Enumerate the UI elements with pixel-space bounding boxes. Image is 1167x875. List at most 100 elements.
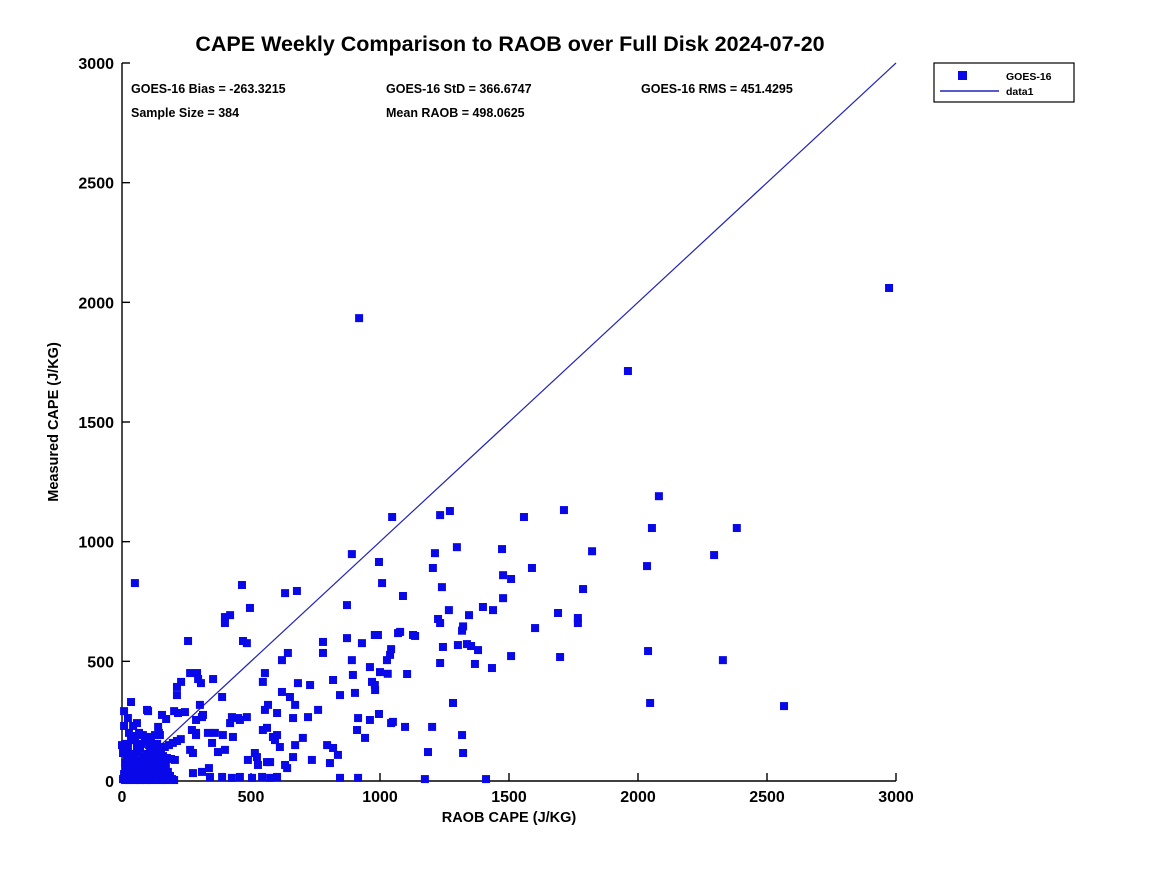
scatter-point — [122, 745, 131, 754]
scatter-point — [430, 549, 439, 558]
stat-std: GOES-16 StD = 366.6747 — [386, 82, 532, 96]
scatter-point — [388, 717, 397, 726]
scatter-point — [132, 719, 141, 728]
scatter-point — [647, 524, 656, 533]
scatter-point — [196, 679, 205, 688]
scatter-point — [262, 758, 271, 767]
scatter-point — [227, 773, 236, 782]
scatter-point — [507, 652, 516, 661]
y-tick-label: 0 — [105, 774, 114, 791]
scatter-point — [148, 743, 157, 752]
scatter-point — [588, 547, 597, 556]
scatter-point — [283, 764, 292, 773]
scatter-point — [387, 645, 396, 654]
scatter-point — [122, 754, 131, 763]
x-tick-label: 0 — [118, 789, 127, 806]
scatter-point — [132, 760, 141, 769]
scatter-point — [482, 775, 491, 784]
scatter-point — [304, 713, 313, 722]
scatter-point — [423, 748, 432, 757]
scatter-point — [487, 664, 496, 673]
scatter-point — [133, 765, 142, 774]
scatter-point — [253, 760, 262, 769]
scatter-point — [386, 650, 395, 659]
scatter-point — [458, 626, 467, 635]
scatter-point — [220, 619, 229, 628]
scatter-point — [531, 624, 540, 633]
scatter-point — [478, 603, 487, 612]
scatter-point — [154, 753, 163, 762]
scatter-point — [132, 743, 141, 752]
scatter-point — [281, 589, 290, 598]
scatter-point — [378, 579, 387, 588]
scatter-point — [527, 563, 536, 572]
scatter-point — [373, 631, 382, 640]
stat-sample-size: Sample Size = 384 — [131, 106, 239, 120]
scatter-point — [123, 714, 132, 723]
scatter-point — [124, 760, 133, 769]
scatter-point — [382, 656, 391, 665]
scatter-point — [489, 606, 498, 615]
scatter-point — [348, 670, 357, 679]
x-tick-label: 3000 — [878, 789, 914, 806]
y-tick-label: 2500 — [78, 176, 114, 193]
scatter-point — [654, 492, 663, 501]
scatter-point — [154, 722, 163, 731]
scatter-point — [148, 758, 157, 767]
scatter-point — [365, 663, 374, 672]
scatter-point — [559, 506, 568, 515]
scatter-point — [184, 636, 193, 645]
scatter-point — [146, 734, 155, 743]
scatter-point — [449, 698, 458, 707]
scatter-point — [499, 571, 508, 580]
legend-data1-label: data1 — [1006, 86, 1034, 98]
scatter-point — [368, 677, 377, 686]
scatter-point — [323, 741, 332, 750]
x-tick-label: 1000 — [362, 789, 398, 806]
scatter-point — [643, 562, 652, 571]
scatter-point — [403, 670, 412, 679]
scatter-point — [143, 749, 152, 758]
scatter-point — [436, 511, 445, 520]
scatter-point — [452, 543, 461, 552]
scatter-point — [159, 770, 168, 779]
scatter-point — [260, 669, 269, 678]
scatter-point — [371, 686, 380, 695]
scatter-point — [170, 776, 179, 785]
scatter-point — [250, 748, 259, 757]
data1-line — [121, 62, 897, 782]
scatter-point — [248, 773, 257, 782]
scatter-point — [218, 731, 227, 740]
scatter-point — [140, 759, 149, 768]
scatter-point — [646, 698, 655, 707]
scatter-point — [507, 575, 516, 584]
scatter-point — [388, 513, 397, 522]
scatter-point — [376, 668, 384, 677]
scatter-point — [347, 656, 356, 665]
scatter-point — [289, 753, 298, 762]
scatter-point — [519, 513, 528, 522]
scatter-point — [235, 772, 244, 781]
scatter-point — [325, 759, 334, 768]
scatter-point — [120, 707, 129, 716]
scatter-point — [292, 586, 301, 595]
scatter-point — [437, 583, 446, 592]
scatter-point — [162, 715, 171, 724]
stat-bias: GOES-16 Bias = -263.3215 — [131, 82, 286, 96]
scatter-point — [885, 283, 894, 292]
scatter-point — [163, 767, 172, 776]
scatter-point — [718, 656, 727, 665]
scatter-point — [204, 764, 213, 773]
scatter-point — [342, 601, 351, 610]
scatter-point — [444, 606, 453, 615]
x-tick-label: 2000 — [620, 789, 656, 806]
y-axis-ticks: 0 500 1000 1500 2000 2500 3000 — [78, 56, 130, 791]
scatter-point — [573, 614, 582, 623]
scatter-point — [266, 773, 275, 782]
stat-mean-raob: Mean RAOB = 498.0625 — [386, 106, 525, 120]
scatter-point — [383, 669, 392, 678]
scatter-point — [258, 677, 267, 686]
scatter-point — [434, 614, 443, 623]
scatter-point — [161, 761, 170, 770]
y-tick-label: 2000 — [78, 295, 114, 312]
